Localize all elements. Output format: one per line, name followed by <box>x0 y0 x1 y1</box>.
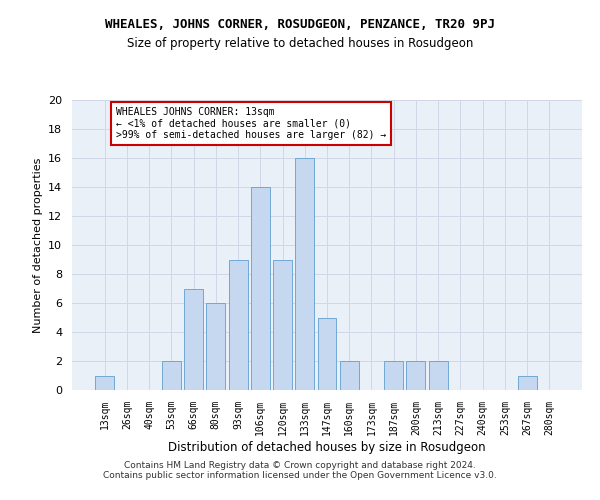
Text: WHEALES JOHNS CORNER: 13sqm
← <1% of detached houses are smaller (0)
>99% of sem: WHEALES JOHNS CORNER: 13sqm ← <1% of det… <box>116 108 386 140</box>
Bar <box>406 361 425 390</box>
Bar <box>429 361 448 390</box>
Bar <box>162 361 181 390</box>
Bar <box>229 260 248 390</box>
Bar <box>251 187 270 390</box>
Text: Size of property relative to detached houses in Rosudgeon: Size of property relative to detached ho… <box>127 38 473 51</box>
Text: WHEALES, JOHNS CORNER, ROSUDGEON, PENZANCE, TR20 9PJ: WHEALES, JOHNS CORNER, ROSUDGEON, PENZAN… <box>105 18 495 30</box>
Bar <box>518 376 536 390</box>
Y-axis label: Number of detached properties: Number of detached properties <box>32 158 43 332</box>
Bar <box>340 361 359 390</box>
Bar <box>184 288 203 390</box>
Bar <box>295 158 314 390</box>
Bar <box>273 260 292 390</box>
Bar <box>384 361 403 390</box>
Bar <box>95 376 114 390</box>
Bar <box>206 303 225 390</box>
Text: Contains HM Land Registry data © Crown copyright and database right 2024.
Contai: Contains HM Land Registry data © Crown c… <box>103 460 497 480</box>
Bar <box>317 318 337 390</box>
X-axis label: Distribution of detached houses by size in Rosudgeon: Distribution of detached houses by size … <box>168 440 486 454</box>
